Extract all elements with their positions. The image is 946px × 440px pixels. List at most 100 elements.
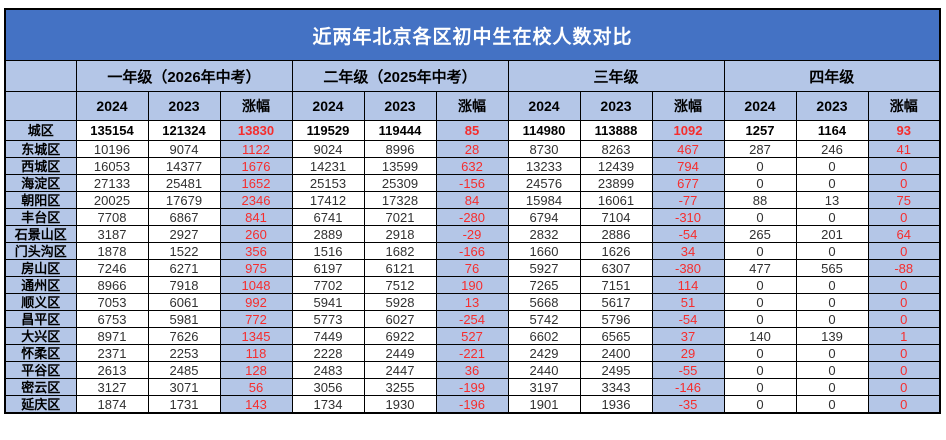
delta-value: 1 bbox=[867, 327, 941, 345]
enrollment-value: 1516 bbox=[291, 242, 365, 260]
enrollment-value: 2889 bbox=[291, 225, 365, 243]
col-header-delta: 涨幅 bbox=[435, 91, 509, 121]
delta-value: 76 bbox=[435, 259, 509, 277]
enrollment-value: 2832 bbox=[507, 225, 581, 243]
delta-value: 28 bbox=[435, 140, 509, 158]
enrollment-value: 5742 bbox=[507, 310, 581, 328]
delta-value: 0 bbox=[867, 395, 941, 414]
enrollment-value: 88 bbox=[723, 191, 797, 209]
enrollment-value: 3343 bbox=[579, 378, 653, 396]
delta-value: 34 bbox=[651, 242, 725, 260]
enrollment-value: 1660 bbox=[507, 242, 581, 260]
enrollment-value: 6794 bbox=[507, 208, 581, 226]
enrollment-value: 3056 bbox=[291, 378, 365, 396]
delta-value: 0 bbox=[867, 344, 941, 362]
table-row: 朝阳区 20025 17679 2346 17412 17328 84 15984 16061-… bbox=[4, 191, 941, 209]
enrollment-comparison-table: 近两年北京各区初中生在校人数对比 一年级（2026年中考） 二年级（2025年中… bbox=[4, 8, 941, 414]
enrollment-value: 0 bbox=[795, 157, 869, 175]
enrollment-value: 0 bbox=[795, 344, 869, 362]
delta-value: 75 bbox=[867, 191, 941, 209]
delta-value: 41 bbox=[867, 140, 941, 158]
enrollment-value: 5941 bbox=[291, 293, 365, 311]
enrollment-value: 0 bbox=[795, 395, 869, 414]
enrollment-value: 1936 bbox=[579, 395, 653, 414]
enrollment-value: 3127 bbox=[75, 378, 149, 396]
enrollment-value: 6867 bbox=[147, 208, 221, 226]
enrollment-value: 8971 bbox=[75, 327, 149, 345]
delta-value: 64 bbox=[867, 225, 941, 243]
delta-value: 0 bbox=[867, 174, 941, 192]
enrollment-value: 7512 bbox=[363, 276, 437, 294]
enrollment-value: 6197 bbox=[291, 259, 365, 277]
enrollment-value: 16061 bbox=[579, 191, 653, 209]
enrollment-value: 3187 bbox=[75, 225, 149, 243]
year-header-row: 2024 2023 涨幅 2024 2023 涨幅 2024 2023 涨幅 2… bbox=[4, 91, 941, 121]
delta-value: 975 bbox=[219, 259, 293, 277]
enrollment-value: 10196 bbox=[75, 140, 149, 158]
enrollment-value: 2613 bbox=[75, 361, 149, 379]
delta-value: -55 bbox=[651, 361, 725, 379]
enrollment-value: 121324 bbox=[147, 120, 221, 141]
group-header-grade3: 三年级 bbox=[507, 60, 725, 92]
enrollment-value: 2886 bbox=[579, 225, 653, 243]
enrollment-value: 1522 bbox=[147, 242, 221, 260]
district-name: 大兴区 bbox=[4, 327, 77, 345]
enrollment-value: 17328 bbox=[363, 191, 437, 209]
enrollment-value: 2400 bbox=[579, 344, 653, 362]
enrollment-value: 5796 bbox=[579, 310, 653, 328]
delta-value: 118 bbox=[219, 344, 293, 362]
enrollment-value: 0 bbox=[723, 208, 797, 226]
table-row: 平谷区 2613 2485 128 2483 2447 36 2440 2495 -55 0 0 0 bbox=[4, 361, 941, 379]
enrollment-value: 9024 bbox=[291, 140, 365, 158]
delta-value: -54 bbox=[651, 225, 725, 243]
table-row: 西城区 16053 14377 1676 14231 13599 632 13233 12439… bbox=[4, 157, 941, 175]
table-row: 昌平区 6753 5981 772 5773 6027 -254 5742 5796 -54 0 0 0 bbox=[4, 310, 941, 328]
enrollment-value: 140 bbox=[723, 327, 797, 345]
enrollment-value: 5928 bbox=[363, 293, 437, 311]
enrollment-value: 0 bbox=[795, 361, 869, 379]
enrollment-value: 7626 bbox=[147, 327, 221, 345]
enrollment-value: 0 bbox=[723, 293, 797, 311]
enrollment-value: 0 bbox=[795, 293, 869, 311]
col-header-2024: 2024 bbox=[507, 91, 581, 121]
delta-value: 1652 bbox=[219, 174, 293, 192]
col-header-delta: 涨幅 bbox=[651, 91, 725, 121]
enrollment-value: 25481 bbox=[147, 174, 221, 192]
delta-value: 794 bbox=[651, 157, 725, 175]
delta-value: -199 bbox=[435, 378, 509, 396]
enrollment-value: 7246 bbox=[75, 259, 149, 277]
enrollment-value: 13 bbox=[795, 191, 869, 209]
enrollment-value: 7918 bbox=[147, 276, 221, 294]
enrollment-value: 6027 bbox=[363, 310, 437, 328]
district-name: 东城区 bbox=[4, 140, 77, 158]
delta-value: 260 bbox=[219, 225, 293, 243]
enrollment-value: 7104 bbox=[579, 208, 653, 226]
enrollment-value: 7708 bbox=[75, 208, 149, 226]
table-row-total: 城区 135154 121324 13830 119529 119444 85 114980 1… bbox=[4, 120, 941, 141]
enrollment-value: 23899 bbox=[579, 174, 653, 192]
enrollment-value: 246 bbox=[795, 140, 869, 158]
delta-value: 841 bbox=[219, 208, 293, 226]
delta-value: 1092 bbox=[651, 120, 725, 141]
district-name: 通州区 bbox=[4, 276, 77, 294]
district-name: 昌平区 bbox=[4, 310, 77, 328]
delta-value: -88 bbox=[867, 259, 941, 277]
enrollment-value: 0 bbox=[795, 310, 869, 328]
table-row: 丰台区 7708 6867 841 6741 7021 -280 6794 7104 -310 0 0… bbox=[4, 208, 941, 226]
enrollment-value: 7021 bbox=[363, 208, 437, 226]
enrollment-value: 7151 bbox=[579, 276, 653, 294]
enrollment-value: 6922 bbox=[363, 327, 437, 345]
enrollment-value: 565 bbox=[795, 259, 869, 277]
enrollment-value: 6307 bbox=[579, 259, 653, 277]
enrollment-value: 0 bbox=[723, 344, 797, 362]
col-header-2023: 2023 bbox=[579, 91, 653, 121]
delta-value: -196 bbox=[435, 395, 509, 414]
delta-value: 143 bbox=[219, 395, 293, 414]
enrollment-value: 1731 bbox=[147, 395, 221, 414]
corner-cell bbox=[4, 60, 77, 92]
delta-value: 128 bbox=[219, 361, 293, 379]
delta-value: 0 bbox=[867, 378, 941, 396]
enrollment-value: 27133 bbox=[75, 174, 149, 192]
delta-value: -280 bbox=[435, 208, 509, 226]
enrollment-value: 2485 bbox=[147, 361, 221, 379]
